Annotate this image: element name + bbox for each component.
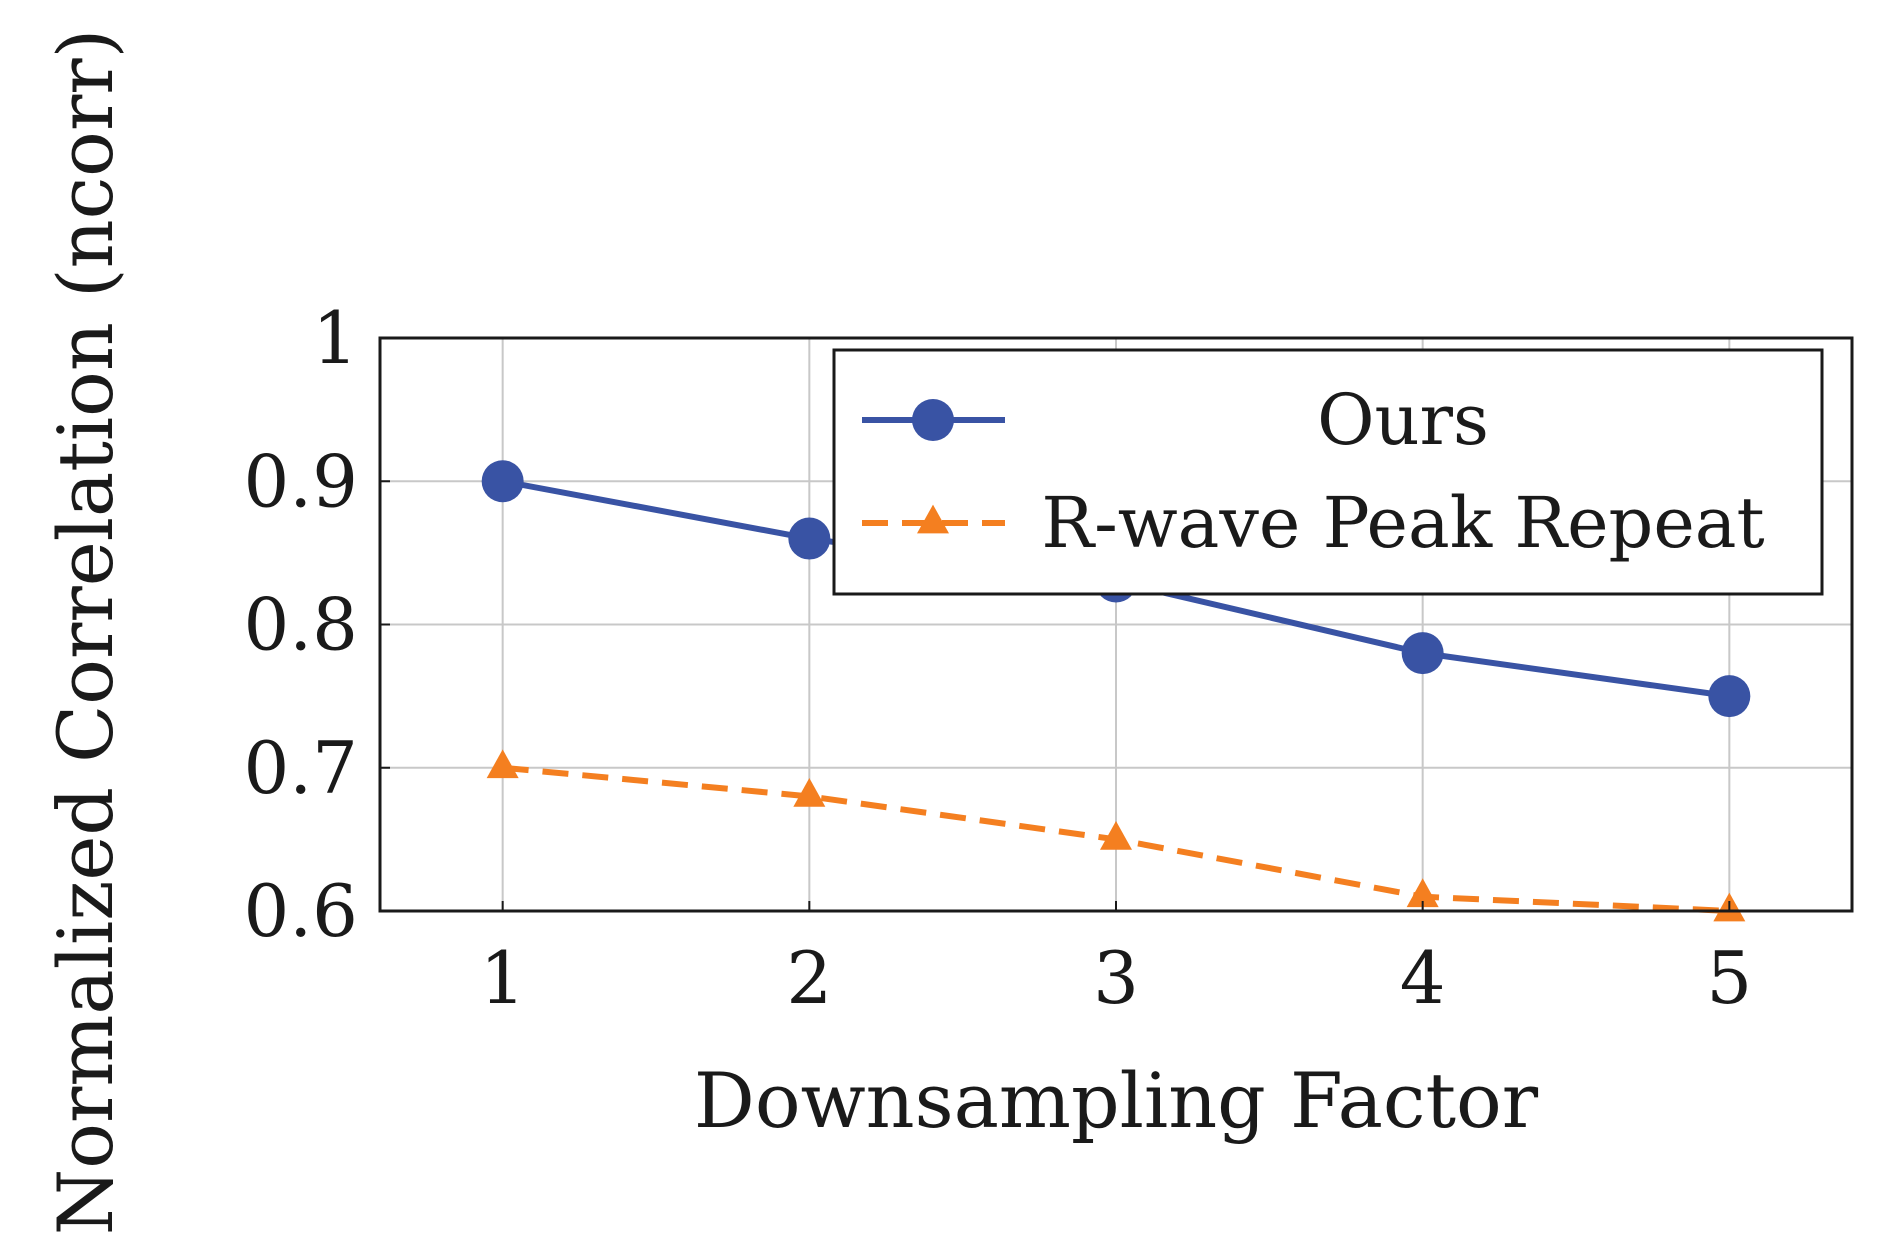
y-tick-label: 1	[312, 296, 358, 380]
y-tick-label: 0.6	[243, 869, 358, 953]
y-tick-label: 0.7	[243, 726, 358, 810]
legend-marker	[917, 504, 949, 534]
series-layer	[481, 460, 1751, 922]
legend-entry: R-wave Peak Repeat	[862, 482, 1765, 564]
legend: Ours R-wave Peak Repeat	[832, 348, 1824, 596]
data-point	[788, 517, 831, 560]
y-tick-label: 0.9	[243, 439, 358, 523]
legend-label: Ours	[1317, 379, 1489, 461]
x-axis-title: Downsampling Factor	[694, 1056, 1539, 1145]
data-point	[1100, 820, 1132, 850]
x-tick-label: 2	[786, 936, 832, 1020]
series-ours	[481, 460, 1751, 718]
x-tick-label: 4	[1400, 936, 1446, 1020]
legend-marker	[912, 399, 954, 441]
data-point	[481, 460, 524, 503]
legend-entry: Ours	[862, 379, 1489, 461]
x-tick-label: 5	[1706, 936, 1752, 1020]
x-tick-label: 3	[1093, 936, 1139, 1020]
data-point	[793, 778, 826, 807]
series-r-wave-peak-repeat	[486, 749, 1746, 922]
legend-box	[832, 348, 1824, 596]
data-point	[1401, 632, 1444, 675]
y-tick-label: 0.8	[243, 583, 358, 667]
tick-layer: 1 2 3 4 5 0.6 0.7 0.8 0.9 1	[243, 296, 1752, 1020]
y-axis-title: Normalized Correlation (ncorr)	[41, 29, 130, 1236]
x-tick-label: 1	[480, 936, 526, 1020]
data-point	[1708, 675, 1751, 718]
data-point	[1406, 878, 1439, 908]
legend-label: R-wave Peak Repeat	[1041, 482, 1764, 564]
data-point	[486, 749, 519, 779]
